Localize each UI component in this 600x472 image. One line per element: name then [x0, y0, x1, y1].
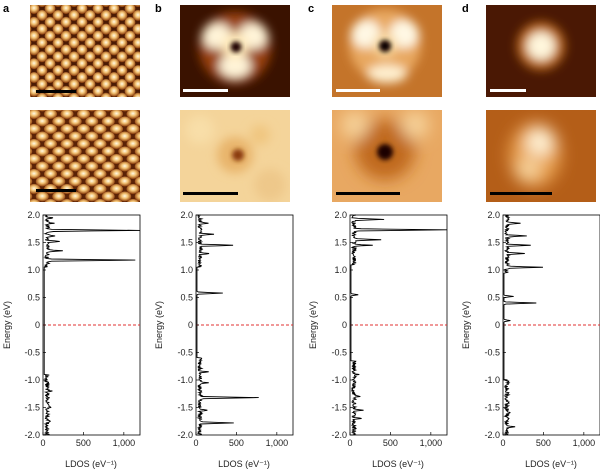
ytick-labels-a: 2.0 1.5 1.0 0.5 0 -0.5 -1.0 -1.5 -2.0: [24, 210, 46, 440]
ytick-label-b: 1.5: [180, 238, 193, 248]
ytick-label-b: 0.5: [180, 293, 193, 303]
ytick-label-c: -1.0: [331, 375, 347, 385]
ldos-plot-c: 2.01.51.00.50-0.5-1.0-1.5-2.0 0 500 1,000 …: [308, 210, 448, 469]
xtick-label-a: 1,000: [113, 438, 136, 448]
ytick-label-c: 2.0: [334, 210, 347, 220]
ytick-label-a: -0.5: [24, 348, 40, 358]
xtick-label-a: 0: [40, 438, 45, 448]
ytick-label-b: -0.5: [177, 348, 193, 358]
ytick-label-b: 2.0: [180, 210, 193, 220]
ytick-label-d: 0: [495, 320, 500, 330]
ytick-label-a: -1.5: [24, 403, 40, 413]
xtick-labels-d: 0 500 1,000: [500, 432, 595, 448]
ytick-labels-d: 2.0 1.5 1.0 0.5 0 -0.5 -1.0 -1.5 -2.0: [484, 210, 506, 440]
ytick-label-c: 0: [342, 320, 347, 330]
xtick-label-b: 1,000: [266, 438, 289, 448]
ytick-label-a: 1.0: [27, 265, 40, 275]
scale-bar-c-top: [336, 89, 380, 92]
ytick-label-a: -2.0: [24, 430, 40, 440]
ytick-label-d: -2.0: [484, 430, 500, 440]
xtick-label-c: 0: [347, 438, 352, 448]
ytick-label-d: 2.0: [487, 210, 500, 220]
xtick-label-d: 0: [500, 438, 505, 448]
xtick-label-c: 1,000: [420, 438, 443, 448]
xtick-labels-a: 0 500 1,000: [40, 432, 135, 448]
ytick-label-b: -2.0: [177, 430, 193, 440]
xlabel-a: LDOS (eV⁻¹): [65, 459, 117, 469]
ldos-plot-b: 2.01.51.00.50-0.5-1.0-1.5-2.0 0 500 1,000 …: [154, 210, 294, 469]
ytick-label-c: -2.0: [331, 430, 347, 440]
ylabel-a: Energy (eV): [2, 301, 12, 349]
ytick-label-d: -1.0: [484, 375, 500, 385]
ytick-label-d: 0.5: [487, 293, 500, 303]
xlabel-d: LDOS (eV⁻¹): [525, 459, 577, 469]
ytick-labels-b: 2.0 1.5 1.0 0.5 0 -0.5 -1.0 -1.5 -2.0: [177, 210, 199, 440]
ytick-labels-c: 2.0 1.5 1.0 0.5 0 -0.5 -1.0 -1.5 -2.0: [331, 210, 353, 440]
panel-label-a: a: [3, 3, 10, 15]
scale-bar-c-bottom: [336, 192, 400, 195]
xtick-label-b: 500: [229, 438, 244, 448]
xtick-label-c: 500: [383, 438, 398, 448]
ldos-plot-d: 2.01.51.00.50-0.5-1.0-1.5-2.0 0 500 1,000 …: [461, 210, 600, 469]
panel-label-d: d: [462, 3, 469, 15]
ytick-label-b: 0: [188, 320, 193, 330]
ytick-label-d: -1.5: [484, 403, 500, 413]
ytick-label-a: -1.0: [24, 375, 40, 385]
ytick-label-c: -1.5: [331, 403, 347, 413]
ytick-label-a: 1.5: [27, 238, 40, 248]
scale-bar-d-top: [490, 89, 526, 92]
ytick-label-b: -1.0: [177, 375, 193, 385]
scale-bar-b-top: [183, 89, 228, 92]
xtick-labels-b: 0 500 1,000: [193, 432, 288, 448]
xtick-label-a: 500: [76, 438, 91, 448]
ylabel-b: Energy (eV): [154, 301, 164, 349]
stm-image-b-top: [180, 5, 290, 97]
ytick-label-d: 1.5: [487, 238, 500, 248]
stm-image-c-bottom: [332, 110, 442, 202]
scale-bar-a-top: [36, 90, 76, 93]
ytick-label-d: -0.5: [484, 348, 500, 358]
ylabel-c: Energy (eV): [308, 301, 318, 349]
ytick-label-c: -0.5: [331, 348, 347, 358]
ytick-label-c: 1.0: [334, 265, 347, 275]
ytick-label-b: 1.0: [180, 265, 193, 275]
panel-label-c: c: [308, 3, 314, 15]
ytick-label-a: 0: [35, 320, 40, 330]
ytick-label-c: 0.5: [334, 293, 347, 303]
xlabel-c: LDOS (eV⁻¹): [372, 459, 424, 469]
scale-bar-a-bottom: [36, 189, 76, 192]
ylabel-d: Energy (eV): [461, 301, 471, 349]
xtick-label-d: 500: [536, 438, 551, 448]
ytick-label-b: -1.5: [177, 403, 193, 413]
ytick-label-a: 0.5: [27, 293, 40, 303]
ytick-label-c: 1.5: [334, 238, 347, 248]
stm-image-b-bottom: [180, 110, 290, 202]
xtick-labels-c: 0 500 1,000: [347, 432, 442, 448]
panel-label-b: b: [155, 3, 162, 15]
stm-image-a-bottom: [30, 110, 140, 202]
stm-image-d-top: [486, 5, 596, 97]
scale-bar-b-bottom: [183, 192, 238, 195]
ytick-label-d: 1.0: [487, 265, 500, 275]
ytick-label-a: 2.0: [27, 210, 40, 220]
stm-image-c-top: [332, 5, 442, 97]
scale-bar-d-bottom: [490, 192, 552, 195]
stm-image-a-top: [30, 5, 140, 97]
stm-image-d-bottom: [486, 110, 596, 202]
xlabel-b: LDOS (eV⁻¹): [218, 459, 270, 469]
xtick-label-b: 0: [193, 438, 198, 448]
xtick-label-d: 1,000: [573, 438, 596, 448]
ldos-plot-a: 2.01.51.00.50-0.5-1.0-1.5-2.0 0 500 1,000 …: [2, 210, 141, 469]
